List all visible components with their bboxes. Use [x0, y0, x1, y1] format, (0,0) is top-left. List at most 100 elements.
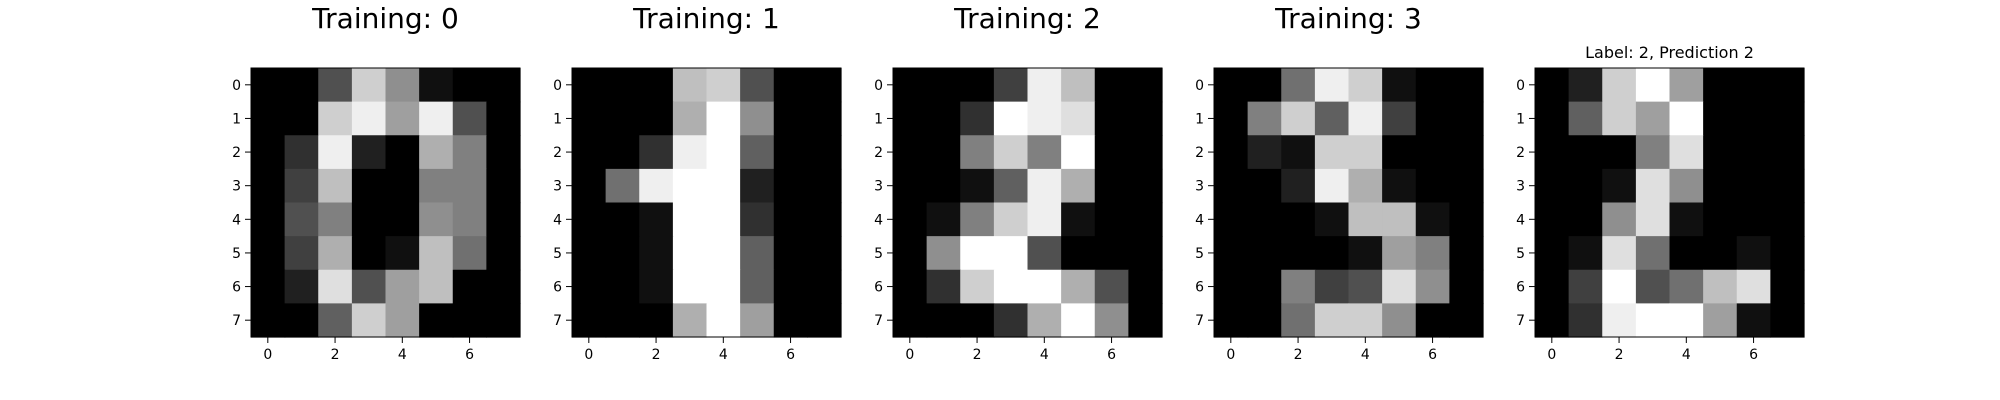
heatmap-cell-1-r2-c4 — [706, 135, 741, 170]
heatmap-cell-1-r1-c0 — [572, 101, 607, 136]
x-tick-label: 6 — [465, 347, 474, 363]
heatmap-cell-0-r1-c0 — [251, 101, 286, 136]
heatmap-cell-1-r5-c3 — [672, 236, 708, 271]
heatmap-cell-1-r6-c7 — [807, 269, 842, 304]
heatmap-cell-0-r0-c6 — [452, 68, 487, 103]
heatmap-cell-2-r3-c0 — [893, 168, 928, 204]
heatmap-cell-2-r5-c0 — [893, 236, 928, 271]
heatmap-cell-2-r4-c7 — [1128, 202, 1163, 237]
heatmap-cell-2-r4-c6 — [1094, 202, 1129, 237]
x-tick-label: 2 — [652, 347, 661, 363]
heatmap-cell-1-r0-c0 — [572, 68, 607, 103]
heatmap-cell-4-r1-c1 — [1568, 101, 1603, 136]
heatmap-cell-1-r4-c3 — [672, 202, 708, 237]
heatmap-cell-1-r6-c3 — [672, 269, 708, 304]
heatmap-cell-4-r3-c6 — [1736, 168, 1771, 204]
heatmap-cell-2-r3-c7 — [1128, 168, 1163, 204]
heatmap-cell-0-r0-c5 — [419, 68, 454, 103]
heatmap-cell-2-r2-c1 — [926, 135, 961, 170]
heatmap-cell-3-r1-c4 — [1348, 101, 1383, 136]
heatmap-cell-2-r4-c1 — [926, 202, 961, 237]
heatmap-cell-2-r2-c2 — [960, 135, 995, 170]
heatmap-cell-0-r4-c2 — [318, 202, 353, 237]
heatmap-cell-1-r6-c4 — [706, 269, 741, 304]
heatmap-cell-4-r7-c3 — [1635, 303, 1671, 338]
heatmap-cell-4-r1-c6 — [1736, 101, 1771, 136]
heatmap-cell-2-r6-c7 — [1128, 269, 1163, 304]
heatmap-cell-2-r0-c3 — [993, 68, 1029, 103]
heatmap-cell-4-r3-c4 — [1669, 168, 1704, 204]
heatmap-cell-1-r6-c2 — [639, 269, 674, 304]
heatmap-cell-2-r2-c5 — [1061, 135, 1096, 170]
heatmap-cell-4-r4-c2 — [1602, 202, 1637, 237]
heatmap-cell-4-r3-c7 — [1770, 168, 1805, 204]
heatmap-cell-4-r3-c2 — [1602, 168, 1637, 204]
heatmap-cell-0-r5-c0 — [251, 236, 286, 271]
y-tick-label: 3 — [232, 179, 241, 195]
y-tick-label: 5 — [1516, 246, 1525, 262]
heatmap-panel-1: Training: 1 0 2 4 6 0 1 2 3 4 5 6 7 — [553, 2, 842, 363]
heatmap-cell-2-r3-c2 — [960, 168, 995, 204]
y-tick-label: 0 — [1195, 78, 1204, 94]
heatmap-cell-4-r6-c0 — [1535, 269, 1570, 304]
heatmap-cell-1-r2-c1 — [605, 135, 640, 170]
heatmap-cell-4-r5-c0 — [1535, 236, 1570, 271]
heatmap-cell-1-r0-c1 — [605, 68, 640, 103]
heatmap-cell-0-r6-c4 — [385, 269, 420, 304]
heatmap-cell-4-r4-c7 — [1770, 202, 1805, 237]
y-tick-label: 6 — [1195, 280, 1204, 296]
x-tick-label: 2 — [331, 347, 340, 363]
heatmap-cell-1-r3-c5 — [740, 168, 775, 204]
heatmap-cell-2-r0-c1 — [926, 68, 961, 103]
heatmap-cell-4-r0-c0 — [1535, 68, 1570, 103]
heatmap-cell-4-r0-c4 — [1669, 68, 1704, 103]
plot-frame — [1213, 67, 1484, 338]
y-tick-label: 1 — [1516, 111, 1525, 127]
y-tick-label: 6 — [1516, 280, 1525, 296]
x-tick-label: 0 — [263, 347, 272, 363]
heatmap-cell-0-r2-c7 — [486, 135, 521, 170]
heatmap-cell-1-r4-c6 — [773, 202, 808, 237]
heatmap-cell-2-r4-c0 — [893, 202, 928, 237]
heatmap-cell-3-r2-c7 — [1449, 135, 1484, 170]
heatmap-cell-4-r2-c0 — [1535, 135, 1570, 170]
heatmap-cell-3-r7-c1 — [1247, 303, 1282, 338]
heatmap-cell-4-r7-c2 — [1602, 303, 1637, 338]
heatmap-cell-2-r6-c2 — [960, 269, 995, 304]
heatmap-cell-4-r3-c0 — [1535, 168, 1570, 204]
heatmap-cell-0-r7-c3 — [351, 303, 387, 338]
heatmap-cell-0-r1-c1 — [284, 101, 319, 136]
heatmap-cell-3-r3-c7 — [1449, 168, 1484, 204]
heatmap-cell-2-r2-c3 — [993, 135, 1029, 170]
heatmap-cell-3-r1-c6 — [1415, 101, 1450, 136]
heatmap-cell-4-r4-c6 — [1736, 202, 1771, 237]
heatmap-cell-3-r1-c5 — [1382, 101, 1417, 136]
heatmap-cell-4-r1-c3 — [1635, 101, 1671, 136]
chart-title: Training: 0 — [311, 2, 459, 35]
heatmap-cell-2-r6-c1 — [926, 269, 961, 304]
x-tick-label: 4 — [1682, 347, 1691, 363]
heatmap-cell-1-r2-c7 — [807, 135, 842, 170]
heatmap-cell-0-r2-c2 — [318, 135, 353, 170]
heatmap-cell-4-r0-c7 — [1770, 68, 1805, 103]
heatmap-cell-4-r7-c1 — [1568, 303, 1603, 338]
heatmap-cell-2-r1-c2 — [960, 101, 995, 136]
heatmap-cell-3-r3-c1 — [1247, 168, 1282, 204]
y-tick-label: 6 — [232, 280, 241, 296]
heatmap-cell-2-r6-c6 — [1094, 269, 1129, 304]
heatmap-cell-1-r4-c7 — [807, 202, 842, 237]
heatmap-cell-2-r1-c4 — [1027, 101, 1062, 136]
heatmap-cell-3-r7-c3 — [1314, 303, 1350, 338]
heatmap-cell-4-r4-c4 — [1669, 202, 1704, 237]
heatmap-cell-4-r4-c3 — [1635, 202, 1671, 237]
heatmap-cell-1-r7-c6 — [773, 303, 808, 338]
heatmap-cell-3-r1-c2 — [1281, 101, 1316, 136]
heatmap-cell-4-r4-c5 — [1703, 202, 1738, 237]
heatmap-cell-1-r4-c2 — [639, 202, 674, 237]
heatmap-cell-1-r4-c5 — [740, 202, 775, 237]
y-tick-label: 2 — [1516, 145, 1525, 161]
y-tick-label: 5 — [553, 246, 562, 262]
heatmap-cell-2-r7-c1 — [926, 303, 961, 338]
x-tick-label: 0 — [905, 347, 914, 363]
heatmap-cell-0-r4-c3 — [351, 202, 387, 237]
